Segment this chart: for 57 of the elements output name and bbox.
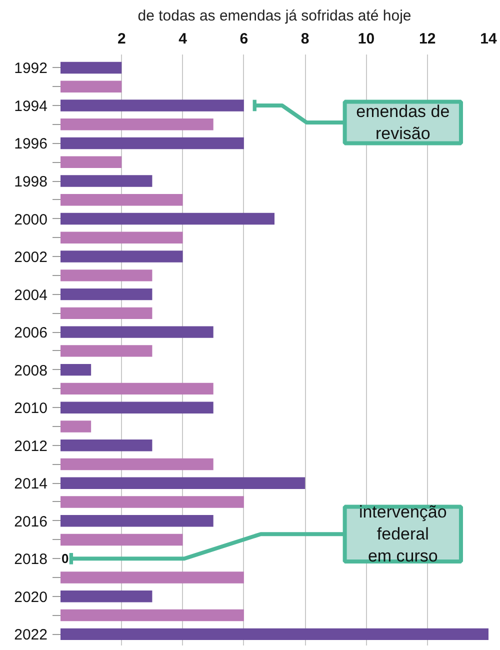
bar — [60, 156, 122, 168]
bar — [60, 440, 152, 452]
bar — [60, 382, 214, 395]
y-tick-label: 2018 — [14, 551, 48, 568]
bar — [60, 80, 122, 92]
bar — [60, 118, 214, 130]
x-tick-label: 2 — [117, 30, 126, 48]
y-tick-label: 1992 — [14, 60, 48, 78]
bar — [60, 572, 244, 584]
bar — [60, 100, 244, 112]
bar — [60, 609, 244, 622]
x-tick-label: 6 — [240, 30, 248, 48]
bar — [60, 477, 306, 489]
bar — [60, 137, 244, 150]
bar — [60, 515, 214, 527]
bar — [60, 420, 92, 432]
x-tick-label: 14 — [480, 30, 498, 48]
x-tick-label: 4 — [178, 30, 188, 48]
bar — [60, 628, 488, 640]
y-tick-label: 2012 — [14, 438, 48, 455]
y-tick-label: 2008 — [14, 362, 48, 380]
y-tick-label: 1996 — [14, 136, 48, 153]
data-label: 0 — [61, 551, 69, 566]
y-tick-label: 2010 — [14, 400, 48, 418]
x-tick-label: 12 — [419, 30, 436, 48]
bar — [60, 364, 92, 376]
chart-title: de todas as emendas já sofridas até hoje — [138, 8, 412, 24]
bar — [60, 458, 214, 470]
y-tick-label: 2000 — [14, 211, 48, 228]
bar — [60, 496, 244, 508]
y-tick-label: 2006 — [14, 324, 48, 342]
bar — [60, 270, 152, 282]
y-tick-label: 2004 — [14, 286, 48, 304]
y-tick-label: 2016 — [14, 513, 48, 530]
bar — [60, 534, 183, 546]
bar — [60, 326, 214, 338]
bar — [60, 194, 183, 206]
y-tick-label: 2002 — [14, 249, 48, 266]
y-tick-label: 1994 — [14, 98, 48, 115]
bar — [60, 345, 152, 357]
bar — [60, 307, 152, 320]
bar — [60, 175, 152, 187]
x-tick-label: 8 — [300, 30, 310, 48]
bar — [60, 590, 152, 602]
bar — [60, 402, 214, 414]
y-tick-label: 1998 — [14, 174, 48, 191]
annotation: emendas de revisão — [356, 102, 450, 143]
bar — [60, 288, 152, 300]
annotation: intervenção federal em curso — [358, 502, 447, 566]
y-tick-label: 2022 — [14, 626, 48, 644]
y-tick-label: 2020 — [14, 588, 48, 606]
y-tick-label: 2014 — [14, 476, 48, 493]
bar — [60, 62, 122, 74]
bar — [60, 250, 183, 262]
bar — [60, 212, 274, 225]
bar — [60, 232, 183, 244]
x-tick-label: 10 — [358, 30, 375, 48]
